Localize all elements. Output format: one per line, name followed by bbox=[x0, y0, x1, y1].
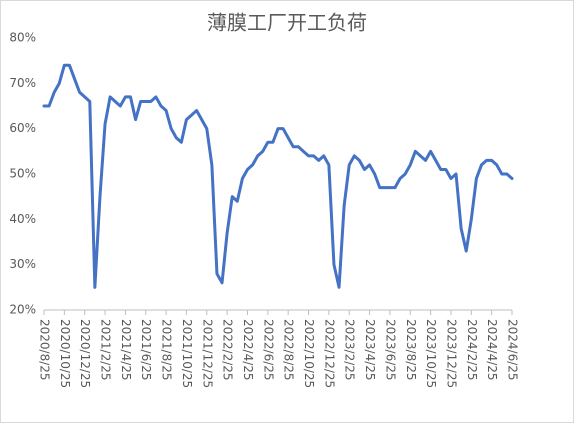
x-tick-label: 2023/2/25 bbox=[343, 319, 357, 381]
x-tick-label: 2023/12/25 bbox=[444, 319, 458, 388]
x-tick-label: 2021/4/25 bbox=[119, 319, 133, 381]
x-tick-label: 2023/6/25 bbox=[383, 319, 397, 381]
y-tick-label: 50% bbox=[9, 167, 36, 181]
x-tick-label: 2023/10/25 bbox=[424, 319, 438, 388]
chart-title: 薄膜工厂开工负荷 bbox=[207, 11, 367, 35]
x-tick-label: 2021/12/25 bbox=[200, 319, 214, 388]
y-tick-label: 20% bbox=[9, 303, 36, 317]
x-tick-label: 2022/6/25 bbox=[261, 319, 275, 381]
x-tick-label: 2021/8/25 bbox=[160, 319, 174, 381]
x-tick-label: 2020/10/25 bbox=[58, 319, 72, 388]
x-tick-label: 2022/2/25 bbox=[221, 319, 235, 381]
x-tick-label: 2024/2/25 bbox=[465, 319, 479, 381]
x-tick-label: 2024/6/25 bbox=[506, 319, 520, 381]
y-tick-label: 60% bbox=[9, 121, 36, 135]
x-tick-label: 2021/10/25 bbox=[180, 319, 194, 388]
x-tick-label: 2022/10/25 bbox=[302, 319, 316, 388]
y-tick-label: 70% bbox=[9, 76, 36, 90]
data-line bbox=[42, 63, 514, 289]
y-tick-label: 40% bbox=[9, 212, 36, 226]
y-tick-label: 80% bbox=[9, 31, 36, 45]
x-tick-label: 2023/4/25 bbox=[363, 319, 377, 381]
x-tick-label: 2023/8/25 bbox=[404, 319, 418, 381]
x-tick-label: 2020/12/25 bbox=[78, 319, 92, 388]
x-tick-label: 2021/2/25 bbox=[99, 319, 113, 381]
x-tick-label: 2024/4/25 bbox=[485, 319, 499, 381]
x-tick-label: 2021/6/25 bbox=[139, 319, 153, 381]
x-tick-label: 2022/4/25 bbox=[241, 319, 255, 381]
x-tick-label: 2022/12/25 bbox=[322, 319, 336, 388]
x-tick-label: 2022/8/25 bbox=[282, 319, 296, 381]
x-tick-label: 2020/8/25 bbox=[38, 319, 52, 381]
y-tick-label: 30% bbox=[9, 257, 36, 271]
